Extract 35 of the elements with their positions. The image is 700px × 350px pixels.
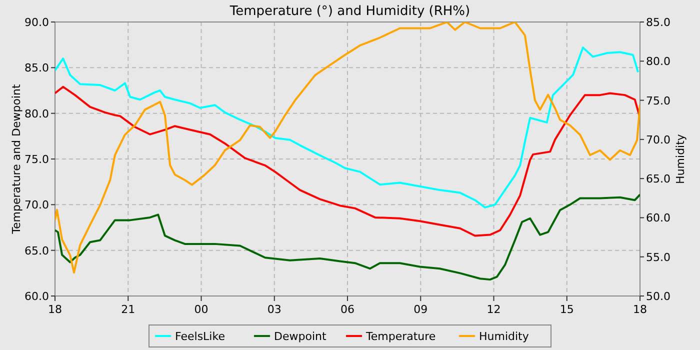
legend-label: FeelsLike [175,330,226,343]
line-series [55,194,640,281]
y2-tick-label: 75.0 [646,94,670,108]
legend-label: Humidity [479,330,530,343]
y2-tick-label: 60.0 [646,212,670,225]
y2-tick-label: 50.0 [646,290,670,303]
x-tick-label: 00 [194,303,208,316]
y2-tick-label: 65.0 [646,172,670,186]
y-axis-title: Temperature and Dewpoint [10,83,23,235]
x-tick-label: 06 [340,303,354,316]
y-tick-label: 65.0 [24,244,49,258]
y-tick-label: 90.0 [24,16,49,29]
y-tick-label: 75.0 [24,153,49,166]
line-series [55,86,640,237]
x-tick-label: 12 [486,303,501,316]
line-series [55,22,640,274]
line-series [55,46,640,208]
y2-tick-label: 80.0 [646,55,670,68]
x-tick-label: 21 [121,303,136,316]
y2-tick-label: 70.0 [646,133,670,146]
x-tick-label: 09 [414,303,428,316]
y2-tick-label: 85.0 [646,16,670,29]
x-tick-label: 18 [633,303,647,316]
legend-label: Dewpoint [274,330,327,343]
y2-tick-label: 55.0 [646,250,670,264]
y-tick-label: 60.0 [24,290,49,303]
x-tick-label: 03 [267,303,282,316]
x-tick-label: 15 [560,303,574,316]
legend-label: Temperature [365,330,436,343]
x-tick-label: 18 [48,303,62,316]
y-tick-label: 85.0 [24,62,49,75]
y-tick-label: 80.0 [24,107,49,120]
y2-axis-title: Humidity [674,134,687,184]
y-tick-label: 70.0 [24,198,49,212]
chart-title: Temperature (°) and Humidity (RH%) [228,4,470,19]
